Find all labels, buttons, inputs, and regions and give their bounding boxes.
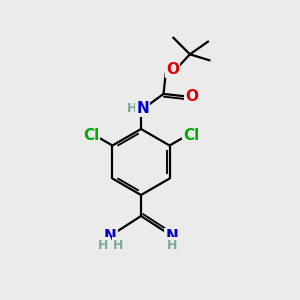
Text: N: N: [136, 101, 149, 116]
Text: H: H: [127, 102, 137, 116]
Text: N: N: [104, 229, 116, 244]
Text: N: N: [166, 229, 178, 244]
Text: H: H: [167, 238, 178, 252]
Text: Cl: Cl: [83, 128, 99, 143]
Text: H: H: [113, 238, 124, 252]
Text: Cl: Cl: [183, 128, 199, 143]
Text: O: O: [185, 89, 198, 104]
Text: H: H: [98, 238, 108, 252]
Text: O: O: [166, 62, 179, 77]
